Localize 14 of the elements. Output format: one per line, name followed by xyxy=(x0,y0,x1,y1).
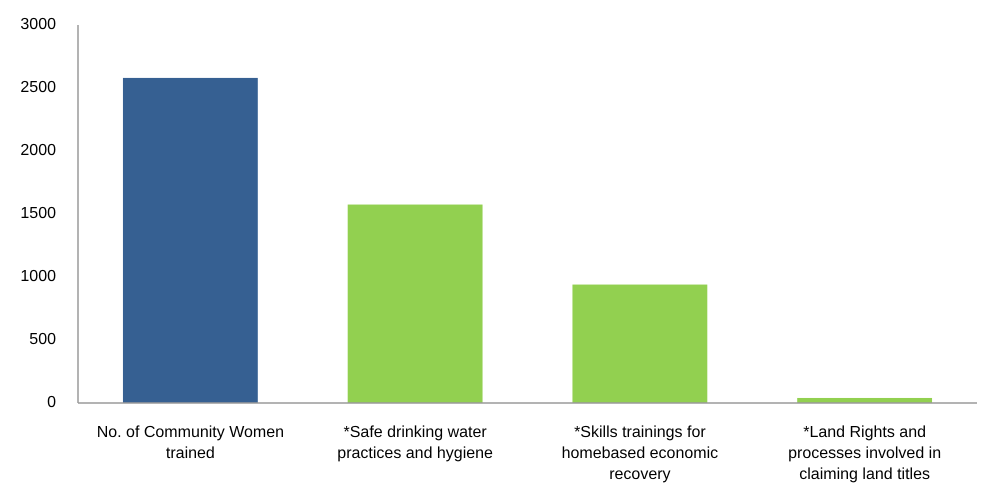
y-tick-label: 2000 xyxy=(20,142,56,160)
bar xyxy=(348,204,483,403)
bar xyxy=(122,78,258,403)
y-tick-label: 3000 xyxy=(20,16,56,34)
x-tick-label: *Skills trainings for homebased economic recovery xyxy=(562,424,718,483)
x-tick-label: No. of Community Women trained xyxy=(96,424,284,462)
x-tick-label: *Land Rights and processes involved in claiming land titles xyxy=(788,424,942,483)
y-tick-label: 1000 xyxy=(20,268,56,286)
x-tick-label: *Safe drinking water practices and hygiene xyxy=(337,424,494,462)
y-tick-label: 0 xyxy=(47,394,56,412)
y-tick-label: 2500 xyxy=(20,79,56,96)
bar xyxy=(572,284,708,403)
y-tick-label: 500 xyxy=(29,331,56,348)
y-tick-label: 1500 xyxy=(20,205,56,222)
